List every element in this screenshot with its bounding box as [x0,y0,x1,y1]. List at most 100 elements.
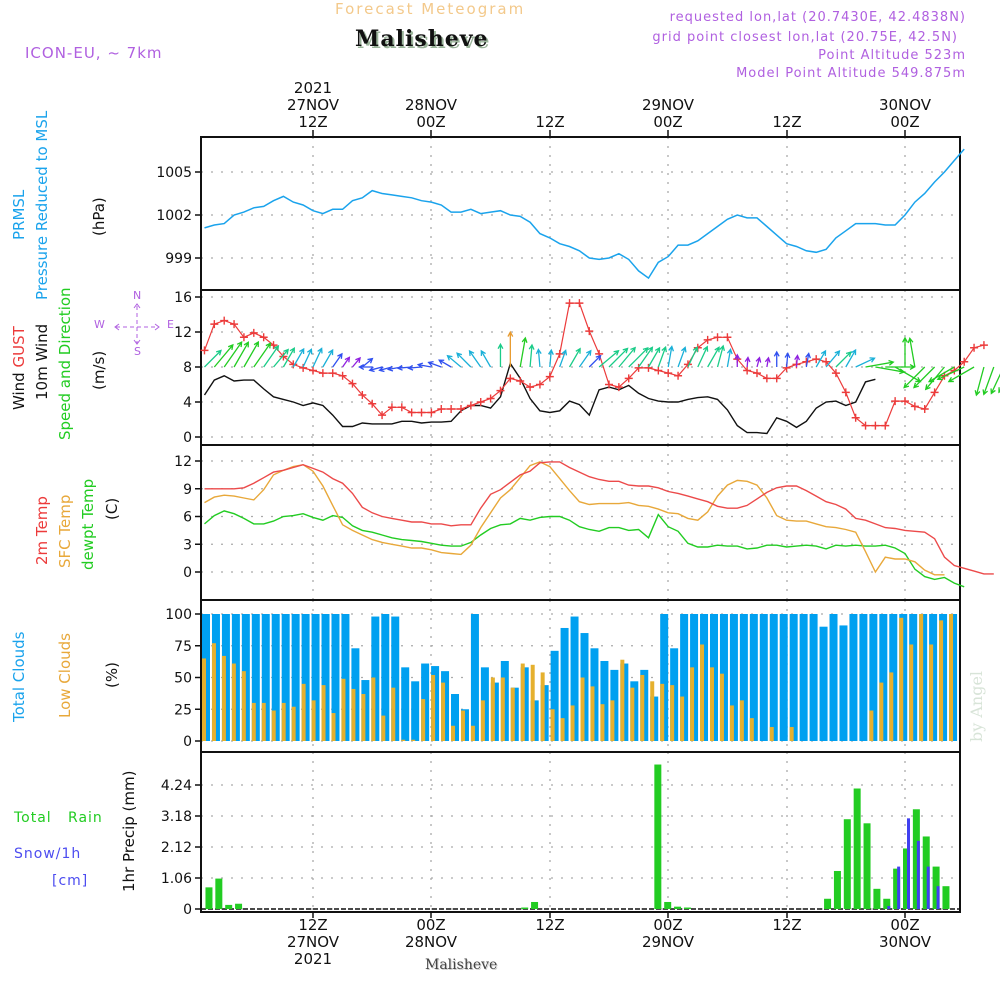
wind-arrow [855,357,876,368]
wind-arrow [559,349,568,368]
total-clouds-bar [879,614,888,741]
total-clouds-bar [660,614,669,741]
low-clouds-bar [241,671,246,741]
grid-point-coords: grid point closest lon,lat (20.75E, 42.5… [652,30,958,45]
wind-gust-marker [279,352,288,361]
wind-arrow [342,356,351,368]
total-clouds-bar [859,614,868,741]
total-clouds-bar [799,614,808,741]
total-clouds-bar [819,626,828,741]
panel-frame [200,444,961,601]
product-title: Forecast Meteogram [335,0,526,18]
time-label-bottom: 12Z [772,916,801,934]
wind-arrow [903,366,926,389]
low-clouds-bar [470,725,475,741]
low-clouds-bar [520,663,525,741]
wind-arrow [726,348,733,368]
wind-arrow [927,366,955,383]
low-clouds-bar [321,685,326,741]
y-tick-label: 0 [183,734,192,750]
wind-arrow [292,347,305,368]
y-tick-label: 2.12 [161,840,192,856]
compass-n: N [133,289,142,302]
low-clouds-bar [480,700,485,741]
time-label-bottom: 12Z [535,916,564,934]
wind-arrow [845,348,857,368]
wind-gust-marker [881,421,890,430]
wind-gust-marker [960,357,969,366]
low-clouds-bar [929,644,934,741]
low-clouds-bar [391,687,396,741]
total-clouds-bar [739,614,748,741]
rain-bar [863,823,871,909]
y-tick-label: 1002 [156,208,192,224]
rain-bar [873,888,881,909]
low-clouds-bar [231,663,236,741]
wind-gust-marker [239,333,248,342]
time-label-bottom: 12Z [298,916,327,934]
low-clouds-bar [401,739,406,741]
wind-arrow [578,349,592,368]
time-label-top: 12Z [772,113,801,131]
wind-gust-marker [930,388,939,397]
time-label-bottom: 28NOV [405,933,458,951]
low-clouds-bar [202,658,206,741]
wind-arrow [825,350,841,368]
low-clouds-bar [719,673,724,741]
wind-gust-marker [723,333,732,342]
wind-arrow [734,353,741,367]
total-clouds-bar [391,616,400,741]
wind-arrow [312,347,323,368]
rain-bar [205,887,213,909]
low-clouds-bar [949,614,954,741]
total-clouds-bar [809,614,818,741]
panel-frame [200,751,961,913]
rain-bar [912,809,920,909]
wind-arrow [468,349,482,368]
wind-gust-marker [437,405,446,413]
model-label: ICON-EU, ~ 7km [25,44,163,62]
wind-arrow [368,366,383,373]
y-tick-label: 1005 [156,165,192,181]
wind-gust-marker [703,335,712,344]
total-clouds-bar [749,614,758,741]
wind-gust-marker [841,388,850,397]
wind-gust-marker [299,363,308,372]
wind-arrow [815,349,827,368]
total-clouds-bar [331,614,340,741]
panel-frame [200,289,961,446]
total-clouds-bar [789,614,798,741]
low-clouds-bar [670,685,675,741]
wind-arrow [608,347,629,368]
low-clouds-bar [899,617,904,741]
wind-arrow [223,340,243,368]
low-clouds-bar [221,655,226,741]
wind-gust-marker [269,341,278,350]
wind-gust-marker [526,383,535,392]
low-clouds-bar [789,727,794,741]
wind-arrow [213,343,234,368]
y-tick-label: 0 [183,565,192,581]
rain-bar [824,898,832,909]
wind-arrow [497,342,504,367]
rain-bar [215,878,223,909]
wind-gust-marker [348,379,357,388]
wind-arrow [697,345,709,368]
wind-arrow [456,352,472,368]
wind-speed-line [203,361,876,435]
y-tick-label: 6 [183,510,192,526]
wind-arrow [755,356,762,368]
low-clouds-bar [411,739,416,741]
snow-label: Snow/1h [14,846,82,862]
wind-gust-marker [812,355,821,364]
dewpt-temp-line [204,510,965,588]
total-clouds-bar [550,650,559,741]
wind-gust-marker [476,398,485,406]
wind-gust-marker [496,386,505,395]
wind-arrow [547,348,554,368]
wind-gust-marker [861,421,870,430]
wind-arrow [936,366,965,381]
wind-gust-marker [545,372,554,381]
wind-arrow [784,351,791,368]
total-clouds-bar [769,614,778,741]
